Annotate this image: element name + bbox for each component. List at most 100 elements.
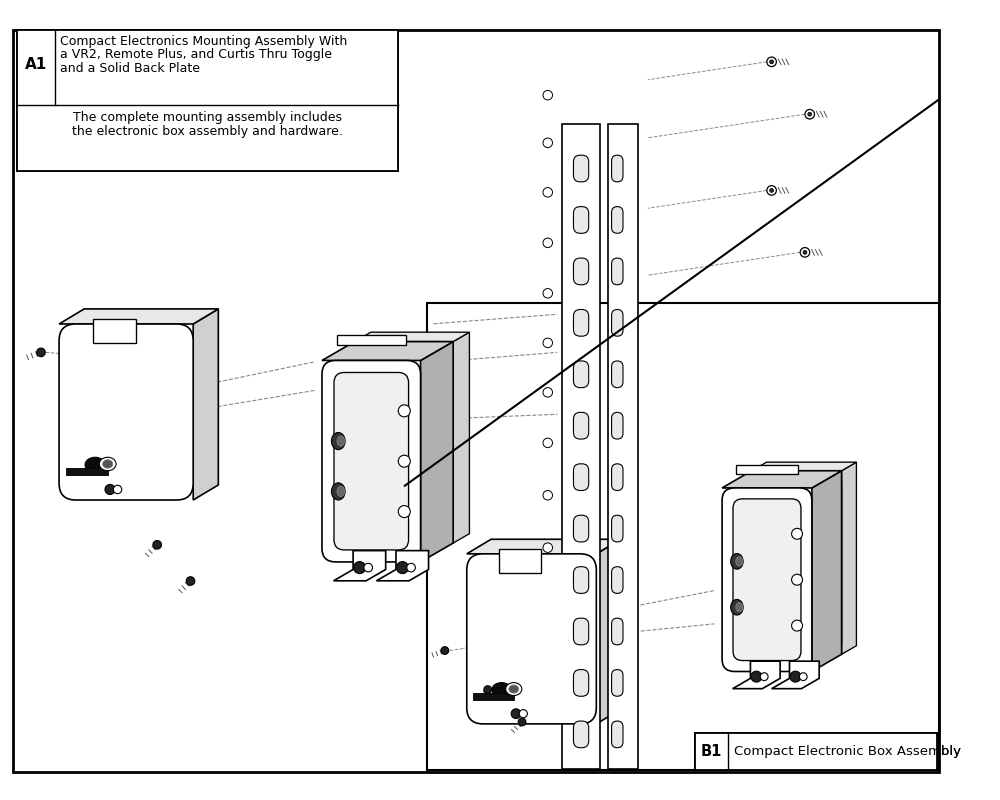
Circle shape [364, 563, 372, 572]
Bar [337, 335, 406, 346]
FancyBboxPatch shape [612, 155, 623, 182]
Circle shape [153, 541, 161, 549]
Ellipse shape [731, 599, 743, 615]
Text: Compact Electronics Mounting Assembly With: Compact Electronics Mounting Assembly Wi… [60, 35, 347, 48]
Circle shape [398, 506, 410, 518]
Circle shape [396, 562, 408, 574]
Circle shape [441, 646, 449, 654]
Bar [695, 734, 937, 770]
Ellipse shape [736, 557, 743, 566]
FancyBboxPatch shape [752, 470, 842, 654]
Ellipse shape [331, 433, 345, 450]
Circle shape [543, 138, 553, 147]
Ellipse shape [506, 682, 522, 695]
FancyBboxPatch shape [612, 721, 623, 748]
Polygon shape [453, 332, 469, 543]
Text: a VR2, Remote Plus, and Curtis Thru Toggle: a VR2, Remote Plus, and Curtis Thru Togg… [60, 49, 332, 62]
FancyBboxPatch shape [612, 206, 623, 234]
Ellipse shape [736, 602, 743, 612]
Text: B1: B1 [701, 744, 722, 759]
Circle shape [792, 620, 803, 631]
FancyBboxPatch shape [573, 721, 589, 748]
Circle shape [105, 485, 115, 494]
Bar [427, 303, 939, 770]
Ellipse shape [509, 685, 519, 693]
Polygon shape [722, 470, 842, 488]
Polygon shape [733, 661, 780, 689]
Circle shape [805, 110, 814, 119]
FancyBboxPatch shape [573, 361, 589, 388]
Bar [499, 549, 541, 573]
Bar [473, 693, 514, 699]
FancyBboxPatch shape [334, 373, 409, 550]
Circle shape [760, 673, 768, 681]
Polygon shape [467, 539, 621, 554]
Circle shape [770, 189, 774, 192]
Circle shape [518, 718, 526, 726]
FancyBboxPatch shape [612, 361, 623, 388]
FancyBboxPatch shape [573, 206, 589, 234]
Text: A1: A1 [25, 57, 47, 72]
Text: a VR2, Remote Plus, and Curtis Thru Toggle: a VR2, Remote Plus, and Curtis Thru Togg… [60, 49, 332, 62]
FancyBboxPatch shape [612, 310, 623, 336]
Circle shape [519, 710, 527, 718]
FancyBboxPatch shape [612, 515, 623, 542]
FancyBboxPatch shape [612, 566, 623, 594]
Text: Compact Electronic Box Assembly: Compact Electronic Box Assembly [734, 745, 961, 758]
Bar [66, 468, 108, 475]
Circle shape [543, 289, 553, 298]
Ellipse shape [99, 458, 116, 470]
Polygon shape [772, 661, 819, 689]
Circle shape [484, 686, 492, 694]
FancyBboxPatch shape [573, 566, 589, 594]
Polygon shape [334, 550, 386, 581]
FancyBboxPatch shape [722, 488, 812, 671]
Circle shape [767, 186, 776, 195]
FancyBboxPatch shape [612, 258, 623, 285]
FancyBboxPatch shape [573, 258, 589, 285]
Circle shape [790, 671, 801, 682]
Circle shape [543, 590, 553, 600]
Circle shape [543, 238, 553, 247]
FancyBboxPatch shape [573, 155, 589, 182]
FancyBboxPatch shape [612, 670, 623, 696]
FancyBboxPatch shape [733, 499, 801, 661]
Bar [17, 30, 398, 171]
FancyBboxPatch shape [467, 554, 596, 724]
Text: and a Solid Back Plate: and a Solid Back Plate [60, 62, 200, 75]
FancyBboxPatch shape [612, 464, 623, 490]
Circle shape [543, 338, 553, 348]
Circle shape [543, 90, 553, 100]
Polygon shape [421, 342, 453, 562]
FancyBboxPatch shape [322, 361, 421, 562]
Circle shape [800, 247, 810, 257]
Circle shape [767, 57, 776, 66]
Circle shape [792, 574, 803, 585]
Polygon shape [322, 342, 453, 361]
Polygon shape [355, 332, 469, 342]
Circle shape [354, 562, 366, 574]
Circle shape [543, 187, 553, 197]
Circle shape [543, 490, 553, 500]
Circle shape [792, 528, 803, 539]
Ellipse shape [492, 682, 511, 697]
FancyBboxPatch shape [573, 412, 589, 439]
Text: B1: B1 [701, 744, 722, 759]
FancyBboxPatch shape [573, 310, 589, 336]
Bar [608, 124, 638, 769]
Circle shape [543, 438, 553, 448]
FancyBboxPatch shape [573, 618, 589, 645]
FancyBboxPatch shape [355, 342, 453, 543]
Bar [695, 734, 937, 770]
FancyBboxPatch shape [59, 324, 193, 500]
FancyBboxPatch shape [612, 618, 623, 645]
Text: The complete mounting assembly includes: The complete mounting assembly includes [73, 111, 342, 124]
Polygon shape [752, 462, 856, 470]
FancyBboxPatch shape [573, 464, 589, 490]
Circle shape [37, 348, 45, 357]
Text: Compact Electronics Mounting Assembly With: Compact Electronics Mounting Assembly Wi… [60, 35, 347, 48]
Ellipse shape [731, 554, 743, 569]
Ellipse shape [85, 458, 105, 472]
Ellipse shape [337, 486, 345, 497]
Bar [562, 124, 600, 769]
